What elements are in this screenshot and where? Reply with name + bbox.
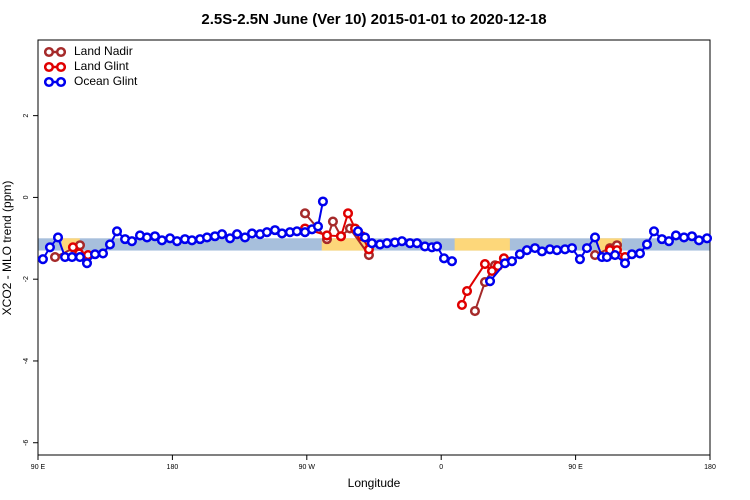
y-tick-label: -2	[23, 276, 30, 282]
legend-marker	[43, 76, 55, 88]
data-point	[536, 246, 548, 257]
data-point	[201, 232, 213, 243]
legend-marker	[55, 61, 67, 73]
data-point	[186, 235, 198, 246]
legend-label: Land Nadir	[74, 44, 133, 58]
data-point	[261, 227, 272, 238]
data-point	[514, 249, 525, 260]
data-point	[479, 259, 491, 270]
data-point	[619, 258, 631, 269]
data-point	[484, 276, 496, 287]
legend-marker	[43, 61, 55, 73]
data-point	[446, 256, 458, 267]
data-point	[551, 245, 562, 256]
data-point	[469, 306, 480, 317]
data-point	[104, 239, 116, 250]
data-point	[111, 226, 123, 237]
data-point	[359, 232, 371, 243]
data-point	[506, 256, 518, 267]
legend-marker	[55, 46, 67, 58]
data-point	[663, 236, 674, 247]
x-tick-label: 180	[704, 464, 716, 471]
data-point	[171, 236, 183, 247]
data-point	[693, 235, 704, 246]
data-point	[126, 236, 137, 247]
data-point	[411, 238, 423, 249]
x-tick-label: 90 W	[299, 464, 316, 471]
data-point	[321, 230, 333, 241]
data-point	[456, 299, 468, 310]
data-point	[67, 242, 78, 253]
data-point	[74, 252, 86, 263]
data-point	[246, 228, 258, 239]
data-point	[149, 231, 160, 242]
data-point	[678, 232, 690, 243]
x-axis-label: Longitude	[348, 476, 401, 490]
data-point	[648, 226, 660, 237]
data-point	[641, 239, 653, 250]
data-point	[239, 232, 251, 243]
legend-marker	[43, 46, 55, 58]
data-point	[486, 265, 498, 277]
data-point	[327, 216, 338, 227]
y-tick-label: -6	[23, 440, 30, 446]
data-point	[701, 233, 713, 244]
data-point	[81, 258, 93, 269]
data-point	[566, 243, 578, 254]
data-point	[352, 226, 364, 237]
data-point	[366, 238, 377, 249]
data-point	[291, 226, 302, 237]
data-point	[37, 254, 48, 265]
data-point	[66, 252, 78, 263]
data-point	[89, 249, 101, 260]
data-point	[276, 228, 288, 239]
data-point	[299, 208, 311, 219]
data-point	[589, 232, 601, 243]
data-point	[216, 229, 228, 240]
data-point	[224, 233, 236, 244]
data-point	[626, 249, 637, 260]
data-point	[609, 250, 621, 261]
data-point	[317, 196, 328, 207]
data-point	[342, 208, 354, 219]
y-tick-label: 0	[23, 195, 30, 199]
data-point	[438, 253, 450, 264]
legend-label: Ocean Glint	[74, 74, 138, 88]
data-point	[52, 232, 64, 243]
data-point	[141, 232, 153, 243]
x-tick-label: 0	[439, 464, 443, 471]
chart-title: 2.5S-2.5N June (Ver 10) 2015-01-01 to 20…	[201, 11, 546, 28]
x-tick-label: 90 E	[568, 464, 583, 471]
data-point	[461, 285, 473, 297]
data-point	[574, 254, 585, 265]
y-tick-label: -4	[23, 358, 30, 364]
highlight	[321, 238, 367, 251]
x-tick-label: 180	[167, 464, 179, 471]
data-point	[634, 248, 646, 259]
y-axis-label: XCO2 - MLO trend (ppm)	[0, 181, 14, 316]
data-point	[97, 248, 109, 259]
data-point	[44, 242, 55, 253]
y-tick-label: 2	[23, 114, 30, 118]
data-point	[581, 243, 592, 254]
data-point	[670, 230, 682, 241]
data-point	[686, 231, 697, 242]
data-point	[521, 245, 532, 256]
data-point	[601, 252, 613, 263]
data-point	[396, 236, 407, 247]
legend-label: Land Glint	[74, 59, 129, 73]
data-point	[381, 238, 393, 249]
plot-frame	[37, 39, 711, 456]
data-point	[335, 231, 347, 242]
data-point	[49, 252, 61, 263]
legend-marker	[55, 76, 67, 88]
data-point	[312, 221, 324, 232]
data-point	[156, 235, 167, 246]
data-point	[431, 241, 443, 252]
highlight	[454, 238, 510, 251]
data-point	[232, 229, 243, 240]
x-tick-label: 90 E	[31, 464, 46, 471]
